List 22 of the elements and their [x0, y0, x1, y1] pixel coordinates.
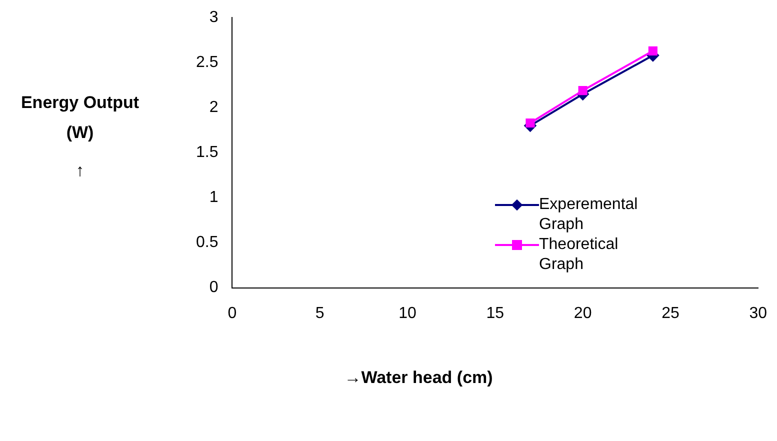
point — [578, 86, 588, 96]
x-tick-label: 25 — [662, 304, 680, 322]
legend-label: Theoretical Graph — [539, 235, 620, 275]
y-tick-label: 3 — [209, 9, 218, 26]
y-tick-label: 0.5 — [196, 234, 218, 252]
x-axis-title: →Water head (cm) — [344, 368, 493, 387]
legend-label: Experemental Graph — [539, 195, 639, 235]
y-tick-label: 1 — [209, 189, 218, 206]
y-tick-label: 2 — [209, 99, 218, 116]
x-tick-label: 15 — [486, 304, 504, 322]
point — [648, 46, 658, 56]
x-tick-label: 5 — [315, 304, 324, 322]
x-tick-label: 20 — [574, 304, 592, 322]
y-axis-title: Energy Output (W) — [20, 92, 140, 144]
x-tick-label: 30 — [749, 304, 768, 322]
point — [526, 118, 535, 128]
x-tick-label: 0 — [228, 304, 237, 322]
text: ↑ — [74, 160, 86, 182]
y-tick-label: 1.5 — [196, 144, 218, 162]
y-tick-label: 2.5 — [196, 54, 218, 72]
x-tick-label: 10 — [398, 304, 417, 322]
y-tick-label: 0 — [209, 279, 218, 296]
